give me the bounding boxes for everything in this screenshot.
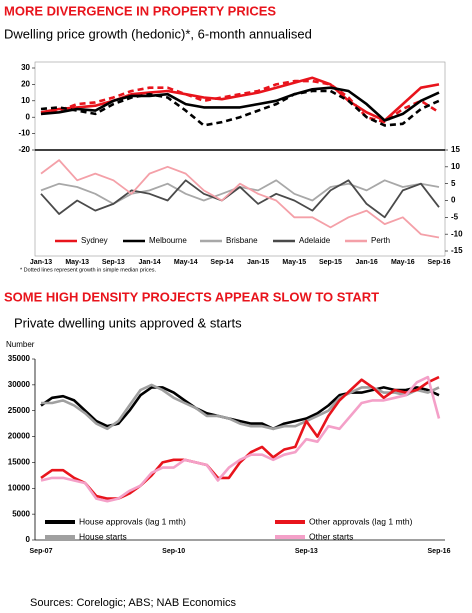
legend-label: House starts [79, 531, 127, 541]
y2-tick-label: 0 [451, 196, 456, 205]
legend-label: Adelaide [299, 236, 331, 245]
y2-tick-label: -5 [451, 212, 459, 221]
series-line [40, 159, 440, 239]
y-tick-label: -10 [18, 129, 30, 138]
x-tick-label: May-16 [391, 259, 415, 266]
x-tick-label: Sep-13 [102, 259, 125, 266]
legend-label: House approvals (lag 1 mth) [79, 516, 186, 526]
series-line [40, 86, 440, 122]
series-line [40, 375, 440, 500]
y-tick-label: 25000 [8, 406, 31, 415]
x-tick-label: Jan-15 [247, 259, 269, 266]
x-tick-label: Sep-16 [428, 259, 451, 266]
y-tick-label: -20 [18, 145, 30, 154]
x-tick-label: Sep-07 [30, 548, 53, 555]
y-tick-label: 30000 [8, 380, 31, 389]
y2-tick-label: 15 [451, 145, 460, 154]
source: Sources: Corelogic; ABS; NAB Economics [30, 597, 237, 609]
x-tick-label: Jan-13 [30, 259, 52, 266]
series-line [40, 179, 440, 219]
y-tick-label: 15000 [8, 458, 31, 467]
x-tick-label: Sep-16 [428, 548, 451, 555]
y-tick-label: 20000 [8, 432, 31, 441]
y-tick-label: 5000 [12, 509, 30, 518]
chart-title: SOME HIGH DENSITY PROJECTS APPEAR SLOW T… [4, 289, 379, 304]
y-tick-label: 30 [21, 63, 30, 72]
y-axis-label: Number [6, 340, 35, 349]
y-tick-label: 10 [21, 96, 30, 105]
x-tick-label: Sep-13 [295, 548, 318, 555]
legend-label: Sydney [81, 236, 108, 245]
y2-tick-label: 5 [451, 179, 456, 188]
x-tick-label: Sep-15 [319, 259, 342, 266]
chart-title: MORE DIVERGENCE IN PROPERTY PRICES [4, 3, 276, 18]
footnote: * Dotted lines represent growth in simpl… [20, 267, 157, 273]
y-tick-label: 20 [21, 80, 30, 89]
series-line [40, 76, 440, 122]
series-line [40, 386, 440, 431]
y2-tick-label: 10 [451, 162, 460, 171]
legend-label: Other approvals (lag 1 mth) [309, 516, 413, 526]
y-tick-label: 0 [26, 112, 31, 121]
chart-subtitle: Private dwelling units approved & starts [14, 315, 242, 330]
legend-label: Brisbane [226, 236, 258, 245]
y2-tick-label: -10 [451, 229, 463, 238]
y-tick-label: 0 [26, 535, 31, 544]
series-line [40, 89, 440, 127]
y-tick-label: 10000 [8, 483, 31, 492]
chart-subtitle: Dwelling price growth (hedonic)*, 6-mont… [4, 26, 312, 41]
x-tick-label: May-13 [65, 259, 89, 266]
x-tick-label: May-14 [174, 259, 198, 266]
legend-label: Perth [371, 236, 390, 245]
x-tick-label: May-15 [282, 259, 306, 266]
legend-label: Other starts [309, 531, 353, 541]
series-line [40, 375, 441, 503]
x-tick-label: Sep-14 [210, 259, 233, 266]
plot-frame [34, 61, 446, 257]
y-tick-label: 35000 [8, 354, 31, 363]
y2-tick-label: -15 [451, 246, 463, 255]
x-tick-label: Jan-16 [356, 259, 378, 266]
x-tick-label: Sep-10 [162, 548, 185, 555]
x-tick-label: Jan-14 [138, 259, 160, 266]
legend-label: Melbourne [149, 236, 187, 245]
